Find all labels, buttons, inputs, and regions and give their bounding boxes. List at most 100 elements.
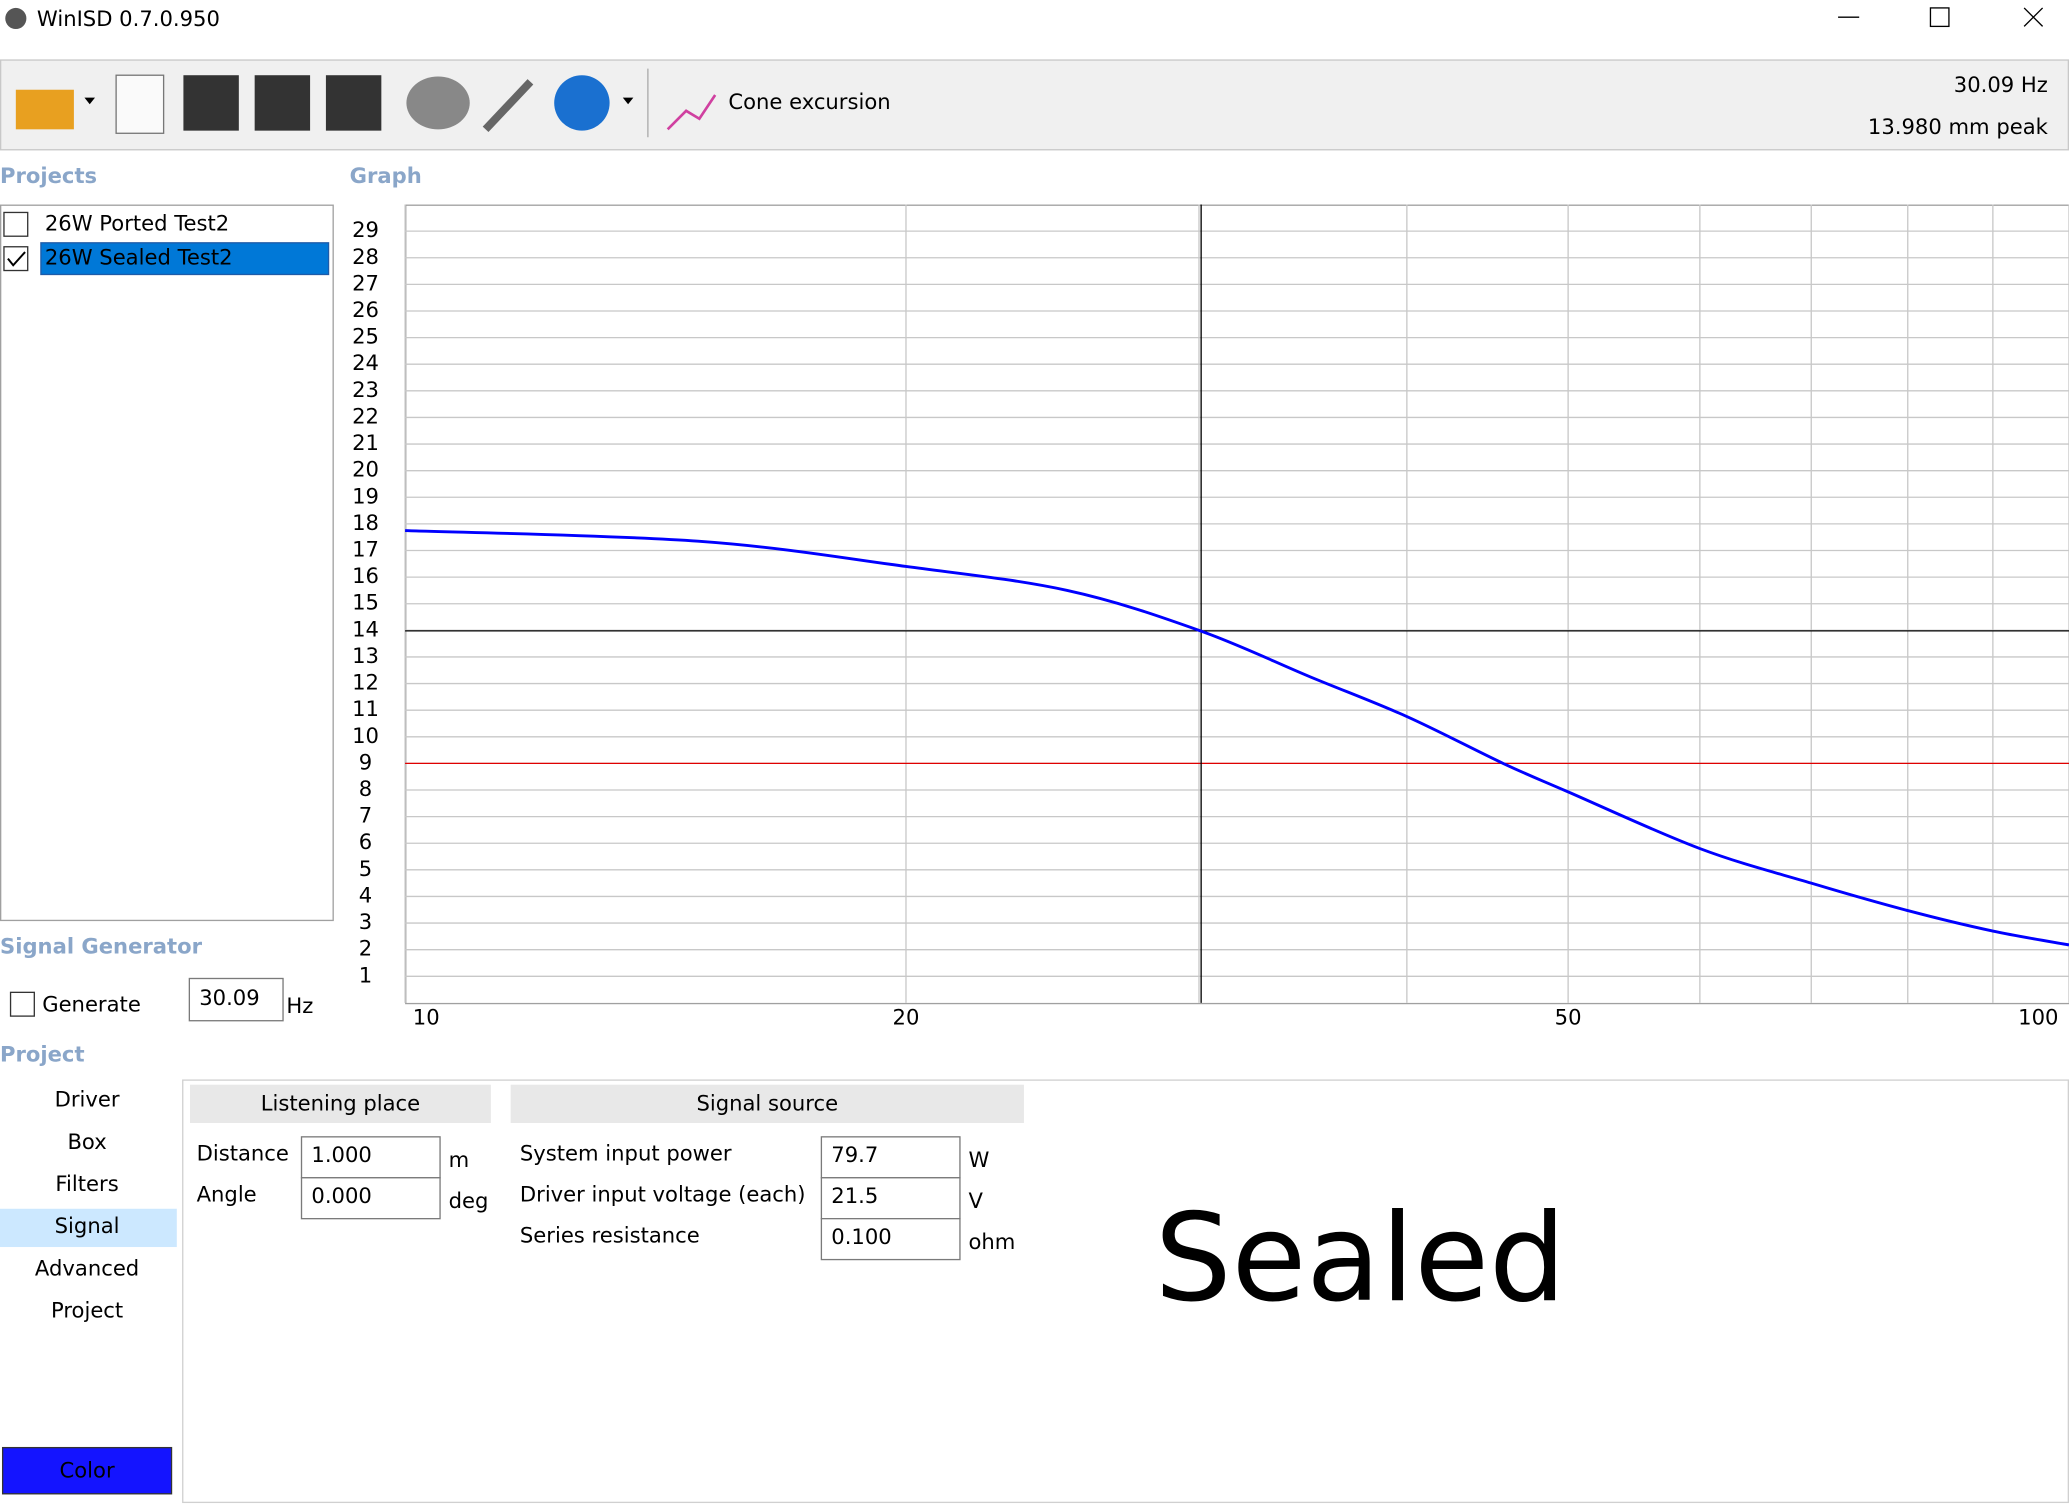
selection-highlight — [40, 242, 330, 276]
y-tick-label: 3 — [359, 909, 372, 934]
y-tick-label: 4 — [359, 882, 372, 907]
tab[interactable]: Advanced — [35, 1255, 139, 1280]
field-label: Distance — [197, 1141, 289, 1166]
y-tick-label: 8 — [359, 776, 372, 801]
field-input[interactable] — [300, 1177, 441, 1220]
y-tick-label: 17 — [352, 536, 379, 561]
field-input[interactable] — [820, 1177, 961, 1220]
frequency-unit: Hz — [286, 993, 313, 1018]
open-button[interactable] — [15, 89, 74, 130]
section-label: Projects — [0, 163, 97, 188]
series-line — [405, 529, 2069, 947]
section-label: Project — [0, 1042, 85, 1067]
y-tick-label: 21 — [352, 430, 379, 455]
save-as-button[interactable] — [254, 75, 311, 131]
project-checkbox[interactable] — [3, 211, 29, 237]
project-list — [0, 204, 334, 922]
y-tick-label: 11 — [352, 696, 379, 721]
tab[interactable]: Project — [51, 1298, 123, 1323]
y-tick-label: 12 — [352, 670, 379, 695]
toolbar — [0, 59, 2069, 151]
tab[interactable]: Signal — [55, 1213, 120, 1238]
field-label: Driver input voltage (each) — [520, 1182, 806, 1207]
graph-icon[interactable] — [666, 94, 717, 131]
app-icon — [5, 7, 27, 30]
field-label: Series resistance — [520, 1222, 700, 1247]
tools-button[interactable] — [482, 79, 534, 133]
tab[interactable]: Driver — [55, 1087, 120, 1112]
field-input[interactable] — [820, 1136, 961, 1179]
field-value: 79.7 — [831, 1142, 878, 1167]
color-button[interactable] — [1, 1446, 173, 1495]
maximize-button[interactable] — [1929, 7, 1950, 28]
y-tick-label: 19 — [352, 483, 379, 508]
section-label: Graph — [350, 163, 422, 188]
field-label: System input power — [520, 1141, 732, 1166]
project-name[interactable]: 26W Ported Test2 — [45, 210, 229, 235]
y-tick-label: 7 — [359, 803, 372, 828]
field-unit: V — [969, 1188, 984, 1213]
y-tick-label: 27 — [352, 270, 379, 295]
generate-checkbox[interactable] — [9, 991, 35, 1017]
check-mark — [7, 251, 26, 267]
field-value: 21.5 — [831, 1183, 878, 1208]
y-tick-label: 23 — [352, 377, 379, 402]
y-tick-label: 25 — [352, 324, 379, 349]
driver-button[interactable] — [406, 76, 470, 130]
x-tick-label: 10 — [413, 1005, 440, 1030]
field-unit: deg — [449, 1188, 489, 1213]
field-value: 0.000 — [311, 1183, 371, 1208]
field-unit: ohm — [969, 1229, 1016, 1254]
group-header — [190, 1084, 491, 1123]
field-label: Angle — [197, 1182, 257, 1207]
y-tick-label: 18 — [352, 510, 379, 535]
y-tick-label: 5 — [359, 856, 372, 881]
y-tick-label: 13 — [352, 643, 379, 668]
readout-frequency: 30.09 Hz — [1954, 72, 2048, 97]
y-tick-label: 2 — [359, 936, 372, 961]
y-tick-label: 24 — [352, 350, 379, 375]
group-title: Listening place — [261, 1091, 420, 1116]
new-button[interactable] — [115, 74, 165, 134]
field-value: 0.100 — [831, 1224, 891, 1249]
close-button[interactable] — [2023, 7, 2044, 27]
field-unit: W — [969, 1147, 990, 1172]
info-button[interactable] — [554, 75, 610, 131]
save-button[interactable] — [183, 75, 239, 131]
dropdown[interactable] — [622, 97, 634, 105]
project-checkbox[interactable] — [3, 246, 29, 272]
group-title: Signal source — [696, 1091, 838, 1116]
project-name[interactable]: 26W Sealed Test2 — [45, 245, 233, 270]
readout-value: 13.980 mm peak — [1868, 114, 2049, 139]
frequency-input[interactable] — [188, 977, 284, 1022]
tab-highlight — [0, 1208, 177, 1248]
toolbar-icons — [15, 68, 717, 138]
window-title: WinISD 0.7.0.950 — [37, 6, 220, 31]
x-tick-label: 100 — [2018, 1005, 2058, 1030]
y-tick-label: 28 — [352, 244, 379, 269]
y-tick-label: 16 — [352, 563, 379, 588]
tab[interactable]: Box — [67, 1129, 106, 1154]
graph-selector[interactable]: Cone excursion — [728, 89, 890, 114]
save-all-button[interactable] — [325, 75, 382, 131]
tab[interactable]: Filters — [55, 1171, 118, 1196]
section-label: Signal Generator — [0, 933, 203, 958]
y-tick-label: 15 — [352, 590, 379, 615]
y-tick-label: 9 — [359, 749, 372, 774]
y-tick-label: 29 — [352, 217, 379, 242]
y-tick-label: 10 — [352, 723, 379, 748]
group-header — [510, 1084, 1024, 1123]
y-tick-label: 22 — [352, 403, 379, 428]
x-tick-label: 20 — [893, 1005, 920, 1030]
field-unit: m — [449, 1147, 470, 1172]
x-tick-label: 50 — [1555, 1005, 1582, 1030]
field-input[interactable] — [820, 1218, 961, 1261]
settings-panel — [182, 1079, 2069, 1504]
y-tick-label: 6 — [359, 829, 372, 854]
watermark: Sealed — [1155, 1187, 1567, 1329]
dropdown[interactable] — [84, 97, 96, 105]
generate-label: Generate — [42, 992, 141, 1017]
